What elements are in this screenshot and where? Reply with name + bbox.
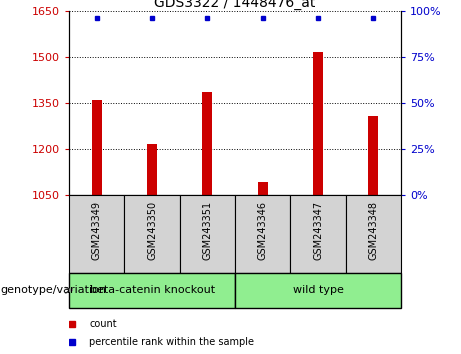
Text: count: count [89,319,117,329]
Bar [92,100,102,195]
Bar [69,273,235,308]
Bar [290,195,346,273]
Text: wild type: wild type [293,285,343,295]
Text: GSM243351: GSM243351 [202,201,213,260]
Text: GSM243350: GSM243350 [147,201,157,260]
Bar [124,195,180,273]
Bar [147,144,157,195]
Bar [180,195,235,273]
Text: genotype/variation: genotype/variation [0,285,106,295]
Bar [202,92,213,195]
Bar [235,195,290,273]
Bar [69,195,124,273]
Text: beta-catenin knockout: beta-catenin knockout [89,285,215,295]
Bar [258,182,268,195]
Bar [313,52,323,195]
Bar [346,195,401,273]
Text: GSM243346: GSM243346 [258,201,268,260]
Text: GSM243348: GSM243348 [368,201,378,260]
Bar [235,273,401,308]
Bar [368,116,378,195]
Title: GDS3322 / 1448476_at: GDS3322 / 1448476_at [154,0,316,10]
Text: GSM243347: GSM243347 [313,201,323,260]
Text: percentile rank within the sample: percentile rank within the sample [89,337,254,347]
Text: GSM243349: GSM243349 [92,201,102,260]
